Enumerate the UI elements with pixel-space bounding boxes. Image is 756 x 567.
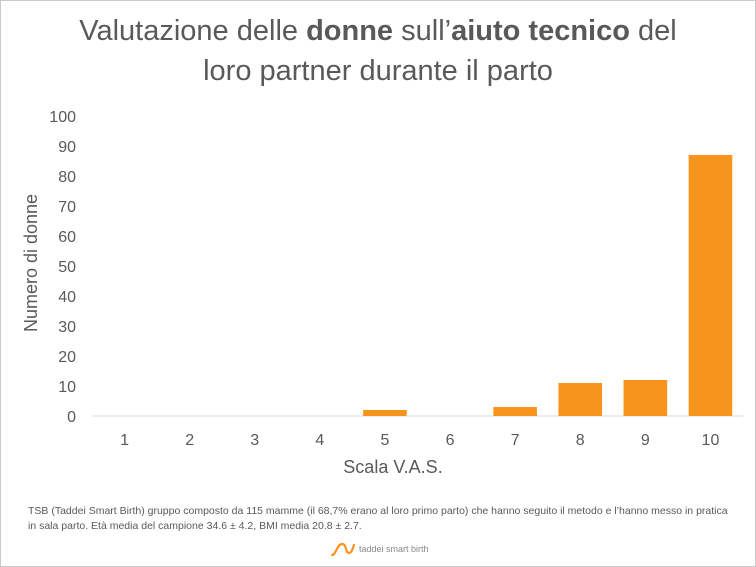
footnote: TSB (Taddei Smart Birth) gruppo composto… (28, 505, 728, 532)
y-tick-label: 50 (58, 259, 76, 276)
y-tick-label: 70 (58, 199, 76, 216)
y-tick-label: 30 (58, 319, 76, 336)
taddei-logo-icon (330, 542, 356, 557)
bar-5 (363, 410, 407, 416)
x-tick-label: 6 (446, 432, 455, 449)
x-tick-label: 3 (250, 432, 259, 449)
x-tick-label: 1 (120, 432, 129, 449)
bar-9 (623, 380, 668, 416)
y-tick-label: 100 (49, 109, 76, 126)
y-tick-label: 0 (67, 409, 76, 426)
y-tick-label: 40 (58, 289, 76, 306)
bars (363, 155, 733, 416)
x-tick-label: 8 (576, 432, 585, 449)
brand-logo: taddei smart birth (330, 540, 429, 558)
y-tick-label: 60 (58, 229, 76, 246)
x-axis-ticks: 1 2 3 4 5 6 7 8 9 10 (120, 432, 719, 449)
y-tick-label: 10 (58, 379, 76, 396)
x-tick-label: 9 (641, 432, 650, 449)
bar-8 (558, 383, 603, 416)
logo-text: taddei smart birth (359, 544, 429, 554)
y-tick-label: 20 (58, 349, 76, 366)
x-tick-label: 5 (380, 432, 389, 449)
y-axis-ticks: 0 10 20 30 40 50 60 70 80 90 100 (49, 109, 76, 426)
x-tick-label: 4 (315, 432, 324, 449)
x-tick-label: 7 (511, 432, 520, 449)
chart-title-line-2: loro partner durante il parto (203, 55, 553, 87)
y-axis-label: Numero di donne (21, 194, 41, 332)
x-tick-label: 2 (185, 432, 194, 449)
bar-7 (493, 407, 537, 416)
chart-title-line-1: Valutazione delle donne sull’aiuto tecni… (79, 15, 677, 47)
bar-10 (688, 155, 733, 416)
x-tick-label: 10 (702, 432, 720, 449)
y-tick-label: 90 (58, 139, 76, 156)
y-tick-label: 80 (58, 169, 76, 186)
x-axis-label: Scala V.A.S. (343, 457, 442, 477)
bar-chart: 0 10 20 30 40 50 60 70 80 90 100 1 2 3 4 5 6 7 8 9 10 Numer… (21, 109, 743, 477)
